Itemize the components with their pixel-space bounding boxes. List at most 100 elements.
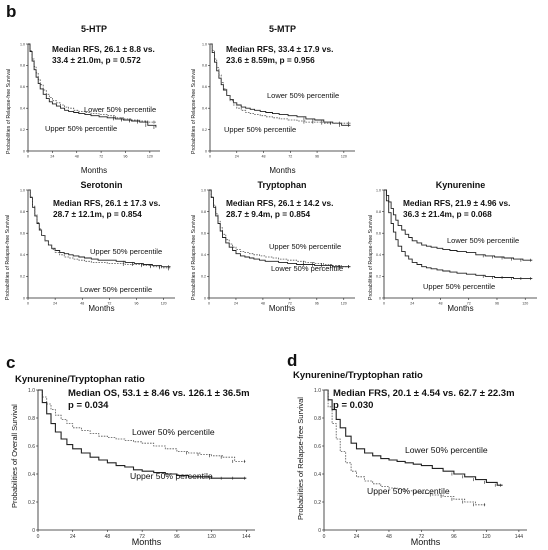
x-tick-label: 72 xyxy=(288,155,292,159)
y-axis-label: Probabilities of Relapse-free Survival xyxy=(6,68,12,154)
x-tick-label: 48 xyxy=(75,155,79,159)
annotation-line-1: Median RFS, 33.4 ± 17.9 vs. xyxy=(226,44,334,54)
x-tick-label: 72 xyxy=(288,302,292,306)
y-tick-label: 0 xyxy=(23,296,25,300)
y-tick-label: 0.6 xyxy=(20,85,25,89)
x-tick-label: 48 xyxy=(386,534,392,540)
x-tick-label: 48 xyxy=(438,302,442,306)
y-tick-label: 0.6 xyxy=(201,231,206,235)
y-tick-label: 1.0 xyxy=(20,42,25,46)
x-tick-label: 0 xyxy=(209,155,211,159)
y-tick-label: 0.8 xyxy=(202,64,207,68)
x-tick-label: 72 xyxy=(107,302,111,306)
annotation-line-2: 23.6 ± 8.59m, p = 0.956 xyxy=(226,55,315,65)
annotation-line-2: 33.4 ± 21.0m, p = 0.572 xyxy=(52,55,141,65)
y-tick-label: 0.8 xyxy=(20,210,25,214)
annotation-line-1: Median OS, 53.1 ± 8.46 vs. 126.1 ± 36.5m xyxy=(68,388,250,399)
plot-area: 0 0.2 0.4 0.6 0.8 1.0 0 24 48 72 96 120 xyxy=(20,42,160,159)
x-tick-label: 48 xyxy=(261,302,265,306)
x-tick-label: 72 xyxy=(467,302,471,306)
y-tick-label: 0.4 xyxy=(20,106,25,110)
x-tick-label: 96 xyxy=(495,302,499,306)
series-line-1 xyxy=(210,43,351,124)
series-label-lower: Lower 50% percentile xyxy=(447,236,520,245)
y-tick-label: 0.6 xyxy=(314,444,321,450)
x-tick-label: 72 xyxy=(139,534,145,540)
y-tick-label: 0.8 xyxy=(376,210,381,214)
x-tick-label: 144 xyxy=(515,534,524,540)
series-line-1 xyxy=(384,189,533,280)
y-axis-label: Probabilities of Overall Survival xyxy=(10,404,19,508)
x-tick-label: 0 xyxy=(383,302,385,306)
x-tick-label: 120 xyxy=(522,302,528,306)
plot-area: 0 0.2 0.4 0.6 0.8 1.0 0 24 48 72 96 120 xyxy=(376,188,537,306)
annotation-line-1: Median FRS, 20.1 ± 4.54 vs. 62.7 ± 22.3m xyxy=(333,388,515,399)
x-tick-label: 120 xyxy=(207,534,216,540)
chart-kynurenine: 0 0.2 0.4 0.6 0.8 1.0 0 24 48 72 96 120 Kynurenine … xyxy=(365,180,545,315)
x-tick-label: 96 xyxy=(123,155,127,159)
series-line-1 xyxy=(324,389,487,506)
x-tick-label: 96 xyxy=(174,534,180,540)
series-line-0 xyxy=(324,389,503,486)
y-tick-label: 1.0 xyxy=(28,388,35,394)
y-tick-label: 0.2 xyxy=(202,128,207,132)
annotation-line-2: 28.7 ± 12.1m, p = 0.854 xyxy=(53,209,142,219)
y-tick-label: 1.0 xyxy=(376,188,381,192)
y-axis-label: Probabilities of Relapse-free Survival xyxy=(296,397,305,520)
plot-area: 0 0.2 0.4 0.6 0.8 1.0 0 24 48 72 96 120 144 xyxy=(314,388,527,540)
y-tick-label: 0 xyxy=(205,149,207,153)
series-label-lower: Lower 50% percentile xyxy=(80,285,153,294)
series-label-lower: Lower 50% percentile xyxy=(132,427,215,437)
chart-5htp: 0 0.2 0.4 0.6 0.8 1.0 0 24 48 72 96 120 5-HTP Media… xyxy=(0,16,175,181)
x-axis-label: Months xyxy=(410,537,441,547)
x-tick-label: 120 xyxy=(482,534,491,540)
y-tick-label: 0.4 xyxy=(202,106,207,110)
series-label-lower: Lower 50% percentile xyxy=(267,91,340,100)
series-line-1 xyxy=(28,43,157,128)
chart-c-overall-survival: 0 0.2 0.4 0.6 0.8 1.0 0 24 48 72 96 120 144 Kynureni… xyxy=(0,368,270,550)
x-tick-label: 48 xyxy=(80,302,84,306)
chart-title: 5-MTP xyxy=(269,24,296,34)
y-tick-label: 0.8 xyxy=(314,416,321,422)
y-axis-label: Probabilities of Relapse-free Survival xyxy=(5,214,11,300)
x-tick-label: 0 xyxy=(323,534,326,540)
panel-label-b: b xyxy=(6,2,17,21)
panel-label-c: c xyxy=(6,353,16,372)
x-tick-label: 120 xyxy=(341,302,347,306)
y-tick-label: 0.6 xyxy=(376,231,381,235)
x-tick-label: 96 xyxy=(315,302,319,306)
y-tick-label: 0 xyxy=(32,528,35,534)
x-tick-label: 96 xyxy=(451,534,457,540)
y-tick-label: 0.2 xyxy=(28,500,35,506)
annotation-line-2: p = 0.034 xyxy=(68,400,109,411)
x-tick-label: 120 xyxy=(341,155,347,159)
x-axis-label: Months xyxy=(447,304,474,313)
chart-5mtp: 0 0.2 0.4 0.6 0.8 1.0 0 24 48 72 96 120 5-MTP Media… xyxy=(187,16,362,181)
chart-title: 5-HTP xyxy=(80,24,107,34)
plot-area: 0 0.2 0.4 0.6 0.8 1.0 0 24 48 72 96 120 xyxy=(201,188,355,306)
series-label-upper: Upper 50% percentile xyxy=(90,247,163,256)
plot-area: 0 0.2 0.4 0.6 0.8 1.0 0 24 48 72 96 120 xyxy=(202,42,355,159)
series-label-lower: Lower 50% percentile xyxy=(271,264,344,273)
x-tick-label: 120 xyxy=(147,155,153,159)
y-tick-label: 0.4 xyxy=(376,253,381,257)
series-line-1 xyxy=(38,389,247,479)
y-tick-label: 1.0 xyxy=(20,188,25,192)
annotation-line-2: 28.7 ± 9.4m, p = 0.854 xyxy=(226,209,311,219)
x-tick-label: 24 xyxy=(50,155,54,159)
chart-d-relapse-free-survival: 0 0.2 0.4 0.6 0.8 1.0 0 24 48 72 96 120 144 Kynureni… xyxy=(287,368,545,550)
x-tick-label: 24 xyxy=(235,155,239,159)
x-tick-label: 0 xyxy=(208,302,210,306)
y-tick-label: 0 xyxy=(379,296,381,300)
series-label-upper: Upper 50% percentile xyxy=(423,282,496,291)
x-axis-label: Months xyxy=(131,537,162,547)
y-tick-label: 0.4 xyxy=(201,253,206,257)
x-tick-label: 120 xyxy=(161,302,167,306)
series-label-upper: Upper 50% percentile xyxy=(130,471,213,481)
annotation-line-1: Median RFS, 26.1 ± 14.2 vs. xyxy=(226,198,334,208)
x-tick-label: 72 xyxy=(419,534,425,540)
chart-serotonin: 0 0.2 0.4 0.6 0.8 1.0 0 24 48 72 96 120 Serotonin M… xyxy=(0,180,180,315)
annotation-line-1: Median RFS, 26.1 ± 8.8 vs. xyxy=(52,44,155,54)
y-tick-label: 0.2 xyxy=(376,275,381,279)
annotation-line-2: 36.3 ± 21.4m, p = 0.068 xyxy=(403,209,492,219)
